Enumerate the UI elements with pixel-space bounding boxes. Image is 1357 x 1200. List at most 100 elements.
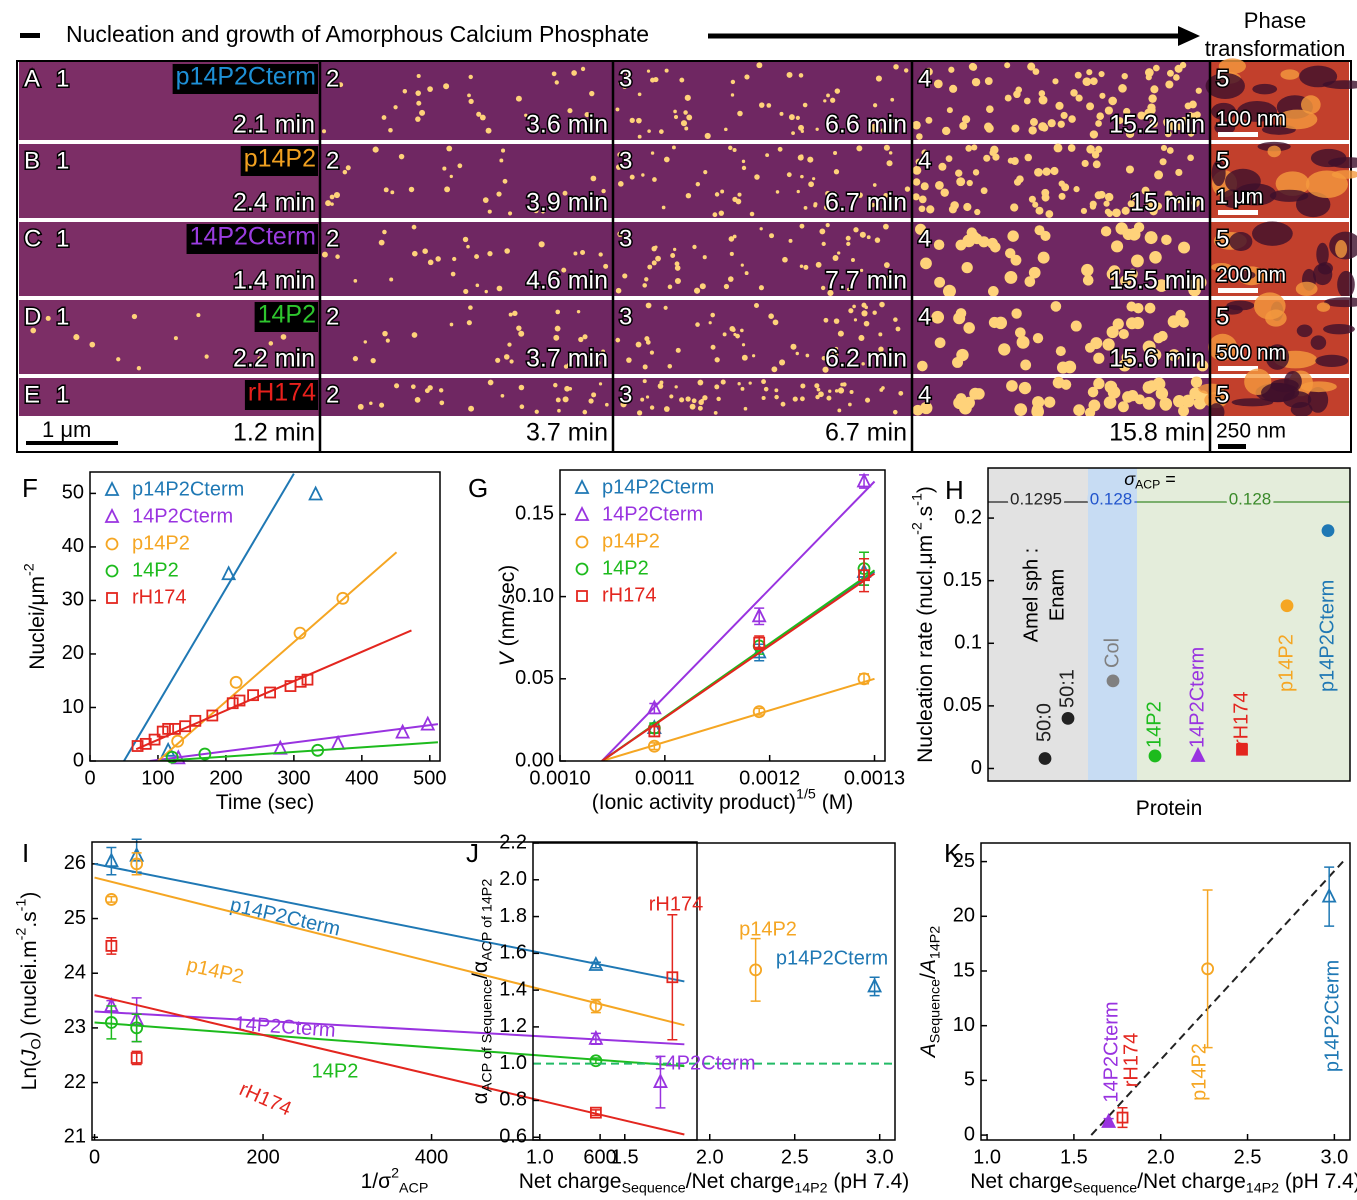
marker	[226, 697, 239, 710]
texture	[708, 321, 712, 325]
header-arrow-head	[1178, 26, 1200, 46]
texture	[775, 190, 780, 194]
texture	[582, 334, 588, 340]
texture	[1027, 62, 1036, 71]
texture	[1095, 120, 1102, 127]
label-part: 14P2	[794, 1180, 827, 1196]
texture	[598, 382, 603, 386]
texture	[393, 105, 398, 110]
texture	[412, 250, 418, 257]
texture	[689, 403, 696, 410]
texture	[588, 398, 594, 404]
texture	[684, 126, 689, 131]
texture	[1127, 200, 1135, 208]
texture	[1150, 85, 1159, 94]
texture	[903, 68, 909, 73]
texture	[727, 276, 734, 282]
column-number: 3	[619, 303, 632, 330]
texture	[1175, 123, 1183, 131]
texture	[1214, 120, 1236, 135]
afm-image	[321, 222, 612, 296]
texture	[765, 153, 770, 158]
texture	[647, 264, 653, 270]
texture	[1142, 340, 1156, 354]
texture	[1225, 168, 1261, 195]
texture	[890, 97, 895, 102]
texture	[553, 334, 560, 341]
legend-label: rH174	[132, 586, 186, 608]
texture	[1337, 270, 1355, 299]
label-part: Nuclei/μm	[26, 576, 49, 670]
panel-letter: F	[22, 473, 38, 503]
label-part: (pH 7.4)	[828, 1170, 910, 1193]
texture	[370, 357, 376, 364]
plot-frame	[91, 841, 698, 1141]
texture	[555, 397, 561, 403]
texture	[680, 120, 688, 127]
region	[1088, 468, 1137, 781]
column-number: 3	[619, 225, 632, 252]
row-letter: C	[24, 225, 41, 252]
texture	[280, 334, 287, 340]
texture	[1093, 377, 1105, 390]
marker	[162, 722, 175, 735]
texture	[617, 231, 624, 238]
texture	[591, 392, 597, 398]
texture	[988, 286, 999, 297]
marker	[165, 750, 179, 764]
y-tick-label: 0.00	[515, 749, 554, 771]
texture	[1193, 111, 1201, 119]
texture	[518, 330, 525, 337]
texture	[45, 315, 51, 321]
texture	[1196, 359, 1209, 372]
texture	[462, 236, 469, 243]
texture	[594, 359, 601, 366]
texture	[452, 256, 457, 262]
texture	[1144, 302, 1156, 314]
texture	[852, 304, 856, 309]
texture	[827, 289, 834, 297]
texture	[940, 188, 949, 197]
texture	[803, 205, 808, 210]
texture	[1175, 168, 1183, 177]
texture	[1024, 276, 1036, 287]
texture	[872, 103, 878, 108]
texture	[1121, 206, 1130, 215]
texture	[1167, 315, 1181, 328]
texture	[512, 310, 518, 317]
column-number: 5	[1216, 225, 1229, 252]
texture	[1081, 263, 1094, 277]
texture	[1275, 171, 1310, 196]
texture	[500, 393, 505, 398]
texture	[1165, 80, 1174, 89]
texture	[615, 164, 622, 170]
texture	[649, 405, 655, 410]
texture	[1137, 111, 1146, 120]
texture	[771, 366, 778, 373]
texture	[714, 192, 720, 197]
texture	[788, 114, 795, 121]
marker	[247, 689, 260, 702]
texture	[1004, 271, 1018, 284]
marker	[1116, 1111, 1129, 1124]
texture	[1088, 399, 1101, 412]
texture	[886, 160, 893, 167]
label-part: /Net charge	[1137, 1170, 1246, 1193]
header-title: Nucleation and growth of Amorphous Calci…	[66, 21, 649, 47]
y-tick-label: 22	[64, 1071, 86, 1093]
texture	[1032, 332, 1044, 344]
texture	[800, 383, 806, 389]
texture	[966, 179, 973, 187]
texture	[1099, 92, 1106, 99]
legend-marker	[574, 478, 590, 494]
marker	[1038, 752, 1052, 765]
texture	[645, 395, 650, 399]
texture	[1141, 186, 1150, 195]
label-part: ACP	[1135, 478, 1160, 492]
texture	[744, 271, 749, 276]
x-tick-label: 100	[141, 767, 174, 789]
x-tick-label: 1.5	[611, 1146, 639, 1168]
texture	[1211, 102, 1237, 121]
texture	[1211, 160, 1226, 187]
